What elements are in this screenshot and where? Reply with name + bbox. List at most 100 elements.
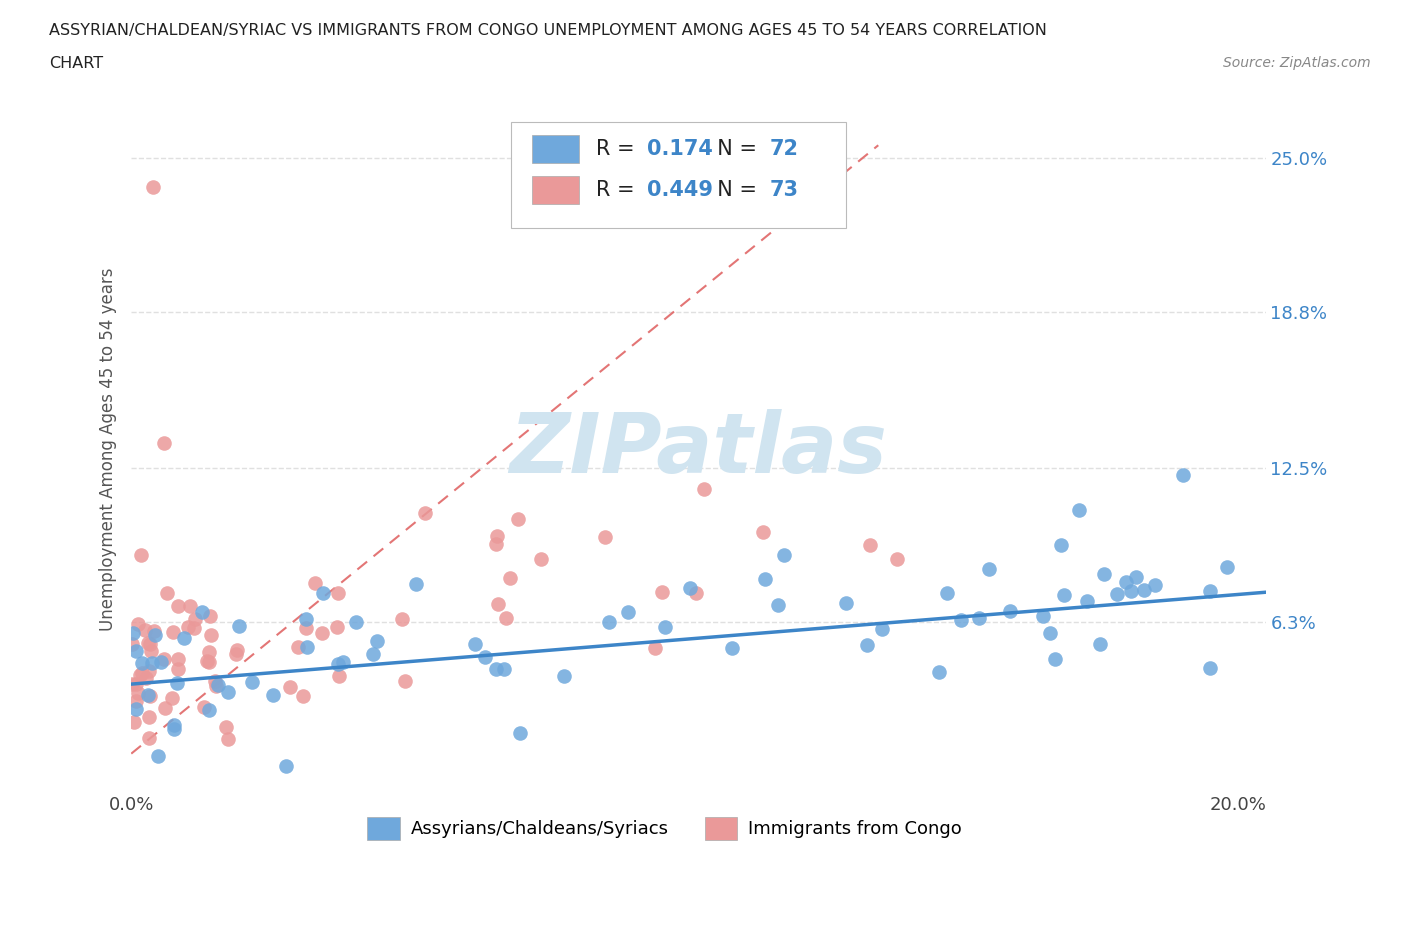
- Point: [177, 619, 200, 634]
- Y-axis label: Unemployment Among Ages 45 to 54 years: Unemployment Among Ages 45 to 54 years: [100, 268, 117, 631]
- Point: [163, 717, 186, 732]
- Point: [1076, 593, 1098, 608]
- Point: [326, 619, 349, 634]
- Point: [162, 624, 184, 639]
- Point: [139, 636, 162, 651]
- Point: [142, 180, 165, 195]
- Point: [773, 547, 796, 562]
- Point: [166, 598, 188, 613]
- Text: ZIPatlas: ZIPatlas: [509, 409, 887, 490]
- Point: [344, 615, 367, 630]
- FancyBboxPatch shape: [531, 136, 579, 163]
- Point: [1171, 467, 1194, 482]
- Point: [1069, 502, 1091, 517]
- Point: [1045, 652, 1067, 667]
- Point: [138, 731, 160, 746]
- Point: [1039, 625, 1062, 640]
- Point: [391, 611, 413, 626]
- Point: [136, 635, 159, 650]
- FancyBboxPatch shape: [531, 177, 579, 204]
- Point: [413, 506, 436, 521]
- Point: [131, 656, 153, 671]
- Point: [197, 654, 219, 669]
- Point: [125, 694, 148, 709]
- Point: [191, 604, 214, 619]
- Point: [127, 617, 149, 631]
- Point: [949, 613, 972, 628]
- Point: [183, 620, 205, 635]
- Point: [485, 661, 508, 676]
- Text: Source: ZipAtlas.com: Source: ZipAtlas.com: [1223, 56, 1371, 70]
- Point: [553, 669, 575, 684]
- Point: [166, 652, 188, 667]
- Point: [124, 701, 146, 716]
- Point: [197, 655, 219, 670]
- Point: [870, 622, 893, 637]
- Point: [167, 662, 190, 677]
- Point: [124, 644, 146, 658]
- Point: [1094, 566, 1116, 581]
- Point: [225, 643, 247, 658]
- Point: [122, 714, 145, 729]
- Point: [304, 575, 326, 590]
- Point: [1050, 538, 1073, 552]
- Point: [768, 598, 790, 613]
- Point: [287, 640, 309, 655]
- Point: [204, 679, 226, 694]
- Point: [135, 671, 157, 685]
- Legend: Assyrians/Chaldeans/Syriacs, Immigrants from Congo: Assyrians/Chaldeans/Syriacs, Immigrants …: [360, 810, 969, 846]
- Point: [856, 637, 879, 652]
- Text: 0.449: 0.449: [647, 179, 713, 200]
- Point: [262, 688, 284, 703]
- Point: [149, 655, 172, 670]
- Point: [654, 619, 676, 634]
- Point: [1199, 583, 1222, 598]
- Point: [1032, 609, 1054, 624]
- Point: [1052, 588, 1074, 603]
- Point: [509, 725, 531, 740]
- Point: [121, 637, 143, 652]
- Point: [166, 676, 188, 691]
- Point: [1133, 582, 1156, 597]
- Point: [121, 677, 143, 692]
- Point: [928, 665, 950, 680]
- Point: [693, 482, 716, 497]
- Point: [153, 701, 176, 716]
- Point: [835, 596, 858, 611]
- Point: [198, 608, 221, 623]
- Point: [143, 628, 166, 643]
- Point: [155, 586, 177, 601]
- Point: [499, 571, 522, 586]
- Point: [720, 641, 742, 656]
- Point: [278, 680, 301, 695]
- Point: [131, 548, 153, 563]
- Point: [131, 666, 153, 681]
- Point: [162, 690, 184, 705]
- Point: [651, 584, 673, 599]
- Point: [486, 597, 509, 612]
- Point: [1105, 587, 1128, 602]
- Point: [506, 512, 529, 526]
- Point: [616, 604, 638, 619]
- Point: [274, 759, 297, 774]
- Point: [326, 657, 349, 671]
- Point: [998, 604, 1021, 618]
- Text: N =: N =: [704, 179, 763, 200]
- Point: [292, 688, 315, 703]
- Point: [332, 655, 354, 670]
- Point: [593, 529, 616, 544]
- Point: [225, 647, 247, 662]
- Point: [464, 636, 486, 651]
- Point: [163, 722, 186, 737]
- Point: [153, 652, 176, 667]
- Point: [179, 598, 201, 613]
- Point: [685, 586, 707, 601]
- Point: [492, 662, 515, 677]
- Point: [474, 650, 496, 665]
- Point: [138, 664, 160, 679]
- Point: [198, 702, 221, 717]
- Point: [754, 572, 776, 587]
- Point: [295, 620, 318, 635]
- Point: [129, 668, 152, 683]
- Text: CHART: CHART: [49, 56, 103, 71]
